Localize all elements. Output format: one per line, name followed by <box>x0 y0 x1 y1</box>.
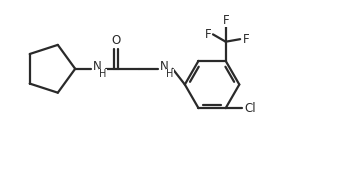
Text: N: N <box>93 60 102 73</box>
Text: O: O <box>111 34 121 47</box>
Text: F: F <box>243 33 250 46</box>
Text: F: F <box>204 28 211 41</box>
Text: N: N <box>160 60 168 73</box>
Text: F: F <box>222 14 229 27</box>
Text: H: H <box>166 69 174 79</box>
Text: H: H <box>99 69 106 79</box>
Text: Cl: Cl <box>244 102 256 115</box>
